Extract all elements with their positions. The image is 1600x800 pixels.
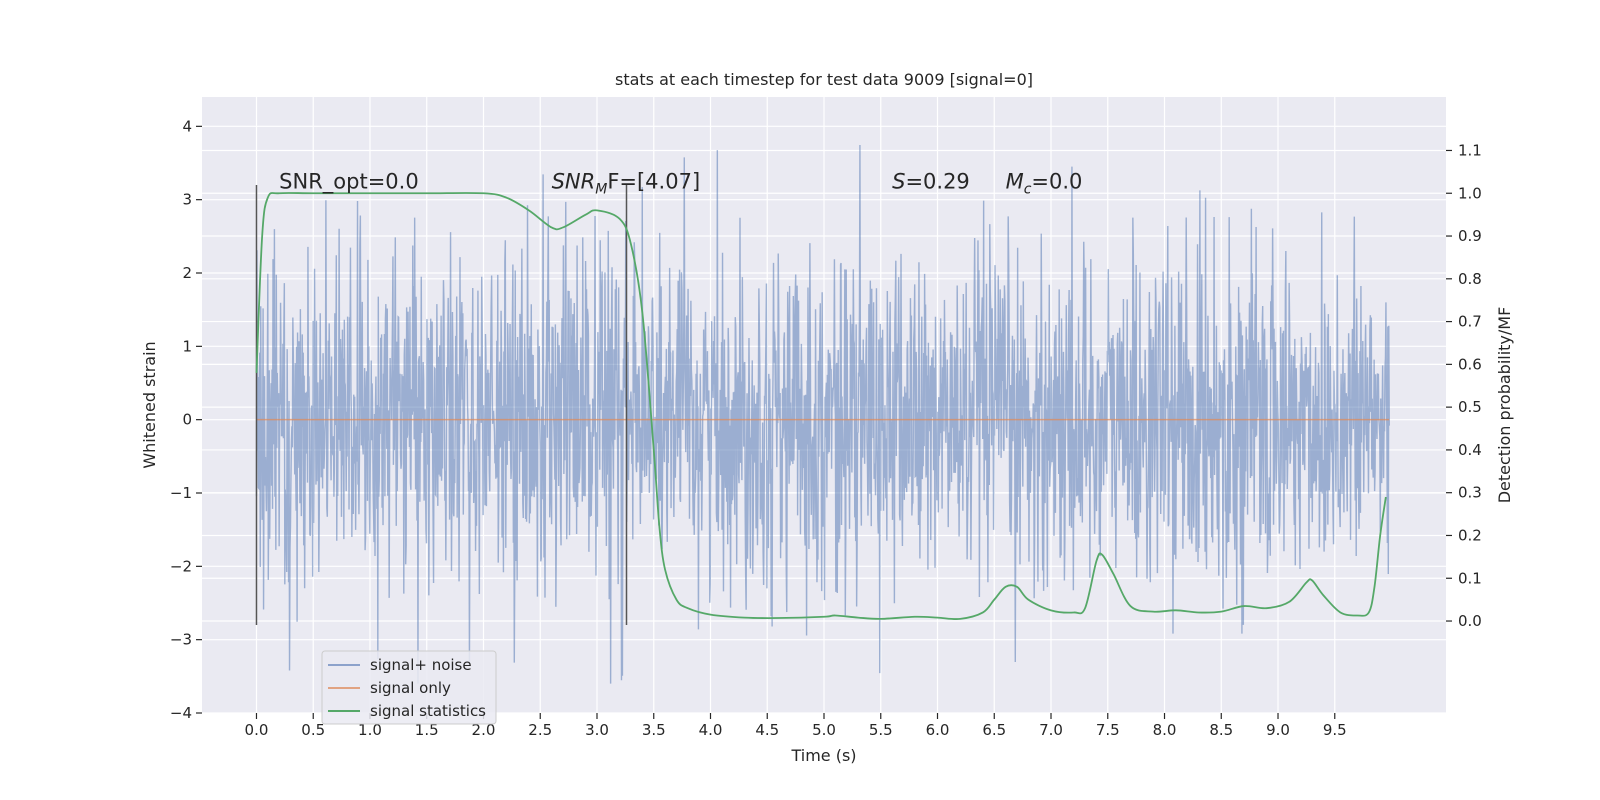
annotation-segment: =0.29 — [905, 170, 969, 194]
y2-tick-label: 0.7 — [1458, 313, 1482, 331]
y2-tick-label: 1.0 — [1458, 184, 1482, 202]
annotations: SNR_opt=0.0 SNRMF=[4.07] S=0.29 Mc=0.0 — [279, 170, 1082, 198]
x-tick-label: 1.0 — [358, 721, 382, 739]
x-tick-label: 6.0 — [926, 721, 950, 739]
annotation-segment: M — [1006, 170, 1024, 194]
y-tick-label: −3 — [170, 631, 192, 649]
y-tick-label: −2 — [170, 557, 192, 575]
x-tick-label: 0.5 — [301, 721, 325, 739]
y2-tick-label: 0.1 — [1458, 569, 1482, 587]
x-tick-label: 7.0 — [1039, 721, 1063, 739]
x-tick-label: 2.5 — [528, 721, 552, 739]
y2-tick-label: 0.2 — [1458, 526, 1482, 544]
y-tick-label: 1 — [182, 337, 192, 355]
x-tick-label: 3.5 — [642, 721, 666, 739]
y-axis-right: 1.1 1.0 0.9 0.8 0.7 0.6 0.5 0.4 0.3 0.2 0.1 0.0 — [1446, 141, 1482, 630]
y2-tick-label: 0.9 — [1458, 227, 1482, 245]
legend-label: signal only — [370, 679, 451, 697]
y-tick-label: 4 — [182, 117, 192, 135]
marker-lines — [255, 185, 628, 625]
annotation-3: Mc=0.0 — [1006, 170, 1083, 198]
series-signal-statistics — [255, 192, 1387, 620]
legend-box — [321, 650, 497, 725]
x-tick-label: 0.0 — [245, 721, 269, 739]
x-tick-label: 7.5 — [1096, 721, 1120, 739]
annotation-segment: SNR_opt=0.0 — [279, 170, 419, 195]
x-tick-label: 4.5 — [755, 721, 779, 739]
annotation-segment: S — [892, 170, 905, 194]
x-tick-label: 1.5 — [415, 721, 439, 739]
annotation-segment: F=[4.07] — [607, 170, 700, 194]
y-tick-label: 3 — [182, 191, 192, 209]
x-tick-label: 9.0 — [1266, 721, 1290, 739]
x-tick-label: 5.0 — [812, 721, 836, 739]
x-tick-label: 6.5 — [982, 721, 1006, 739]
annotation-segment: c — [1024, 182, 1032, 198]
noise-trace — [255, 145, 1390, 684]
chart-title: stats at each timestep for test data 900… — [615, 70, 1033, 89]
y-tick-label: 2 — [182, 264, 192, 282]
x-tick-label: 8.0 — [1153, 721, 1177, 739]
x-tick-label: 8.5 — [1209, 721, 1233, 739]
y-axis-label: Whitened strain — [140, 341, 159, 468]
y2-tick-label: 0.0 — [1458, 612, 1482, 630]
y2-tick-label: 0.5 — [1458, 398, 1482, 416]
x-tick-label: 4.0 — [699, 721, 723, 739]
y-tick-label: −4 — [170, 704, 192, 722]
y-tick-label: −1 — [170, 484, 192, 502]
x-tick-label: 9.5 — [1323, 721, 1347, 739]
x-axis: 0.0 0.5 1.0 1.5 2.0 2.5 3.0 3.5 4.0 4.5 5.0 5.5 6.0 6… — [245, 713, 1347, 739]
y2-axis-label: Detection probability/MF — [1495, 307, 1514, 504]
x-tick-label: 2.0 — [472, 721, 496, 739]
y2-tick-label: 0.4 — [1458, 441, 1482, 459]
legend-label: signal+ noise — [370, 656, 472, 674]
legend-label: signal statistics — [370, 702, 486, 720]
y2-tick-label: 0.3 — [1458, 484, 1482, 502]
y-tick-label: 0 — [182, 411, 192, 429]
y-axis-left: 4 3 2 1 0 −1 −2 −3 −4 — [170, 117, 202, 722]
y2-tick-label: 0.6 — [1458, 355, 1482, 373]
annotation-1: SNRMF=[4.07] — [552, 170, 701, 198]
series-signal-noise — [255, 145, 1390, 684]
annotation-segment: =0.0 — [1031, 170, 1082, 194]
annotation-segment: SNR — [552, 170, 596, 194]
x-tick-label: 5.5 — [869, 721, 893, 739]
legend: signal+ noise signal only signal statistic… — [321, 650, 497, 725]
x-tick-label: 3.0 — [585, 721, 609, 739]
y2-tick-label: 0.8 — [1458, 270, 1482, 288]
annotation-segment: M — [595, 182, 607, 198]
y2-tick-label: 1.1 — [1458, 141, 1482, 159]
annotation-0: SNR_opt=0.0 — [279, 170, 419, 195]
x-axis-label: Time (s) — [790, 746, 856, 765]
annotation-2: S=0.29 — [892, 170, 970, 194]
